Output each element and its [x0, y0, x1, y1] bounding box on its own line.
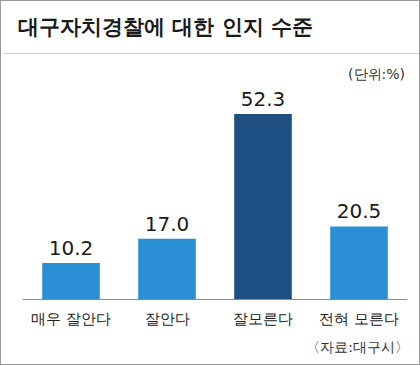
svg-text:〈자료:대구시〉: 〈자료:대구시〉 [306, 339, 409, 355]
svg-text:20.5: 20.5 [337, 199, 382, 223]
svg-text:잘모른다: 잘모른다 [233, 310, 293, 328]
svg-text:잘안다: 잘안다 [145, 310, 190, 328]
svg-text:52.3: 52.3 [241, 87, 286, 111]
svg-text:10.2: 10.2 [49, 236, 94, 260]
svg-text:(단위:%): (단위:%) [348, 66, 405, 82]
svg-text:전혀 모른다: 전혀 모른다 [319, 310, 399, 328]
svg-text:대구자치경찰에 대한 인지 수준: 대구자치경찰에 대한 인지 수준 [18, 15, 313, 39]
svg-text:매우 잘안다: 매우 잘안다 [31, 310, 111, 328]
svg-text:17.0: 17.0 [145, 212, 190, 236]
